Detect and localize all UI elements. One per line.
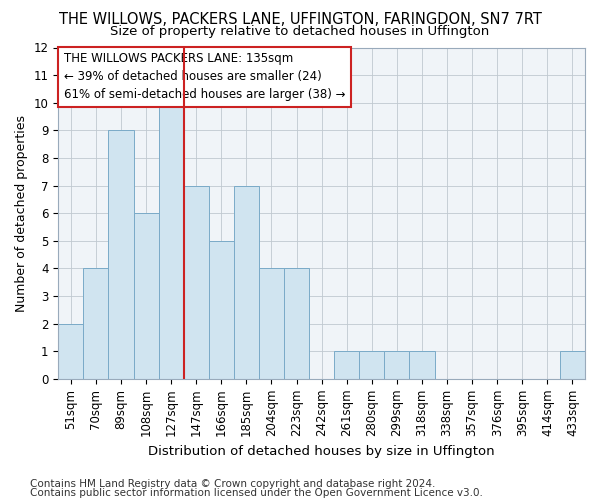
- Bar: [334, 351, 359, 379]
- X-axis label: Distribution of detached houses by size in Uffington: Distribution of detached houses by size …: [148, 444, 495, 458]
- Bar: [409, 351, 434, 379]
- Bar: [209, 241, 234, 379]
- Text: Size of property relative to detached houses in Uffington: Size of property relative to detached ho…: [110, 25, 490, 38]
- Bar: [184, 186, 209, 379]
- Bar: [158, 102, 184, 379]
- Bar: [83, 268, 109, 379]
- Bar: [134, 213, 158, 379]
- Text: Contains HM Land Registry data © Crown copyright and database right 2024.: Contains HM Land Registry data © Crown c…: [30, 479, 436, 489]
- Text: THE WILLOWS PACKERS LANE: 135sqm
← 39% of detached houses are smaller (24)
61% o: THE WILLOWS PACKERS LANE: 135sqm ← 39% o…: [64, 52, 345, 102]
- Bar: [58, 324, 83, 379]
- Bar: [234, 186, 259, 379]
- Text: THE WILLOWS, PACKERS LANE, UFFINGTON, FARINGDON, SN7 7RT: THE WILLOWS, PACKERS LANE, UFFINGTON, FA…: [59, 12, 541, 28]
- Bar: [560, 351, 585, 379]
- Bar: [359, 351, 385, 379]
- Bar: [385, 351, 409, 379]
- Bar: [284, 268, 309, 379]
- Bar: [109, 130, 134, 379]
- Bar: [259, 268, 284, 379]
- Y-axis label: Number of detached properties: Number of detached properties: [15, 114, 28, 312]
- Text: Contains public sector information licensed under the Open Government Licence v3: Contains public sector information licen…: [30, 488, 483, 498]
